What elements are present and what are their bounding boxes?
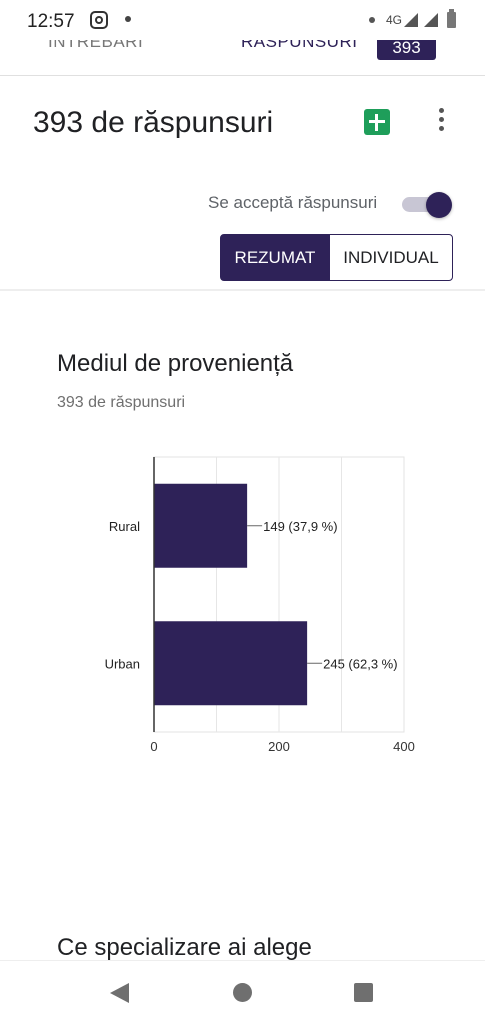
bar (154, 621, 308, 706)
individual-button[interactable]: INDIVIDUAL (329, 234, 453, 281)
signal-icon (424, 13, 438, 27)
accepting-responses-toggle[interactable] (402, 192, 452, 218)
x-tick-label: 200 (268, 739, 290, 754)
divider (0, 289, 485, 291)
responses-count-badge: 393 (377, 40, 436, 60)
tab-responses[interactable]: RĂSPUNSURI (241, 40, 358, 51)
status-bar: 12:57 4G (0, 0, 485, 40)
question-response-count: 393 de răspunsuri (57, 394, 186, 411)
bar-chart: Rural 149 (37,9 %) Urban 245 (62,3 %) 0 200 40… (105, 456, 415, 754)
category-label: Urban (105, 656, 140, 671)
recents-icon[interactable] (354, 983, 373, 1002)
bar (154, 483, 248, 568)
back-icon[interactable] (110, 983, 129, 1003)
accepting-responses-label: Se acceptă răspunsuri (208, 193, 378, 212)
summary-button[interactable]: REZUMAT (220, 234, 330, 281)
question-title: Mediul de proveniență (57, 350, 294, 377)
tab-bar: ÎNTREBĂRI RĂSPUNSURI 393 (0, 40, 485, 76)
category-label: Rural (109, 519, 140, 534)
home-icon[interactable] (233, 983, 252, 1002)
battery-icon (447, 9, 456, 28)
sheets-icon[interactable] (364, 109, 390, 135)
toggle-knob (426, 192, 452, 218)
network-type: 4G (386, 13, 403, 27)
status-time: 12:57 (27, 11, 75, 32)
signal-icon (404, 13, 418, 27)
more-options-icon[interactable] (432, 108, 452, 134)
navigation-bar (0, 960, 485, 1024)
page-title: 393 de răspunsuri (33, 106, 274, 139)
tab-questions[interactable]: ÎNTREBĂRI (48, 40, 144, 51)
instagram-icon (90, 11, 108, 29)
status-dot-icon (369, 17, 375, 23)
next-question-title: Ce specializare ai alege (57, 934, 312, 961)
data-label: 149 (37,9 %) (263, 519, 337, 534)
notification-dot-icon (125, 16, 131, 22)
data-label: 245 (62,3 %) (323, 656, 397, 671)
x-tick-label: 0 (150, 739, 157, 754)
x-tick-label: 400 (393, 739, 415, 754)
